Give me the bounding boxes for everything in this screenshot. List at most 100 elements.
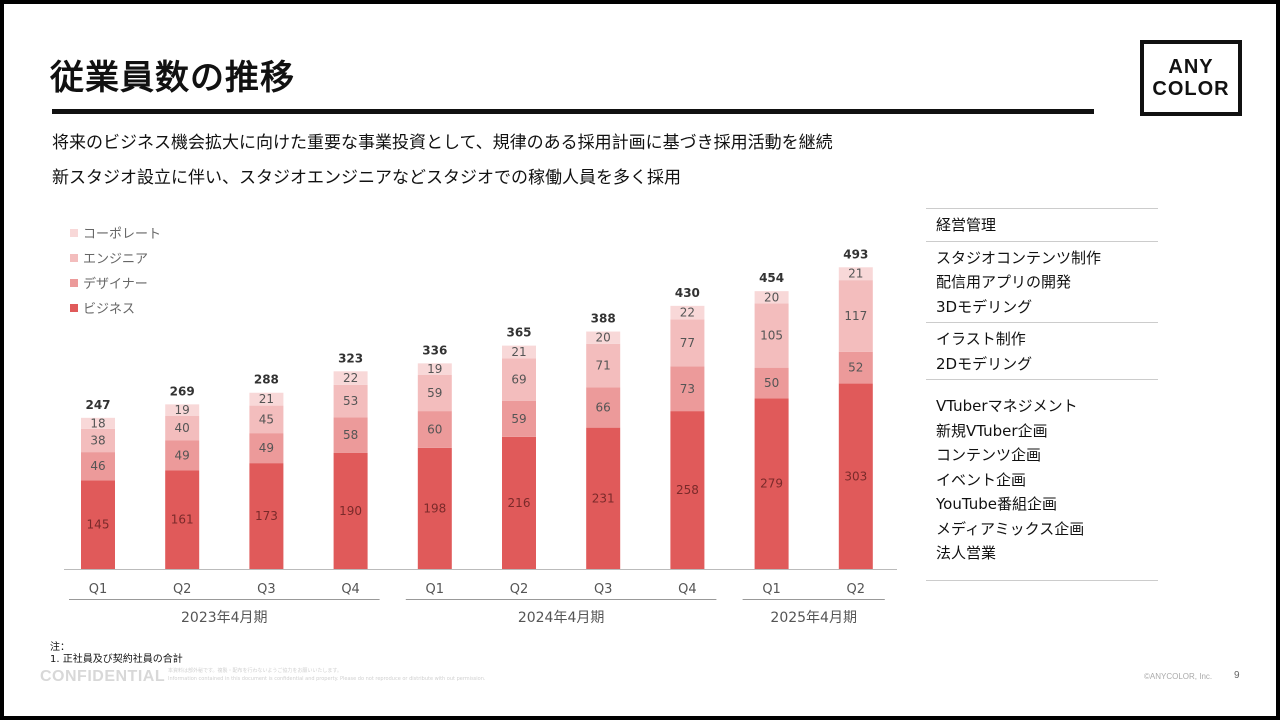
- total-label: 388: [591, 312, 616, 326]
- data-label: 105: [760, 329, 783, 343]
- data-label: 73: [680, 382, 695, 396]
- legend-label: エンジニア: [83, 252, 148, 267]
- data-label: 18: [90, 416, 105, 430]
- logo-line-2: COLOR: [1152, 78, 1230, 100]
- data-label: 49: [175, 448, 190, 462]
- job-category-item: 3Dモデリング: [936, 297, 1033, 316]
- subtitle-1: 将来のビジネス機会拡大に向けた重要な事業投資として、規律のある採用計画に基づき採…: [52, 133, 833, 153]
- data-label: 40: [175, 421, 190, 435]
- data-label: 190: [339, 504, 362, 518]
- bar-segment: [81, 480, 115, 569]
- bar-segment: [754, 367, 789, 399]
- page-title: 従業員数の推移: [50, 58, 295, 98]
- data-label: 216: [508, 496, 531, 510]
- x-tick-label: Q3: [594, 582, 613, 597]
- bar-segment: [81, 428, 115, 453]
- bar-segment: [754, 291, 789, 304]
- bar-segment: [502, 345, 536, 359]
- x-tick-label: Q1: [426, 582, 445, 597]
- data-label: 45: [259, 412, 274, 426]
- data-label: 49: [259, 441, 274, 455]
- copyright: ©ANYCOLOR, Inc.: [1144, 672, 1213, 681]
- job-category-item: コンテンツ企画: [936, 446, 1042, 464]
- job-category-group: イラスト制作 2Dモデリング: [926, 322, 1158, 379]
- job-category-item: イラスト制作: [936, 330, 1026, 348]
- data-label: 38: [90, 433, 105, 447]
- data-label: 231: [592, 491, 615, 505]
- x-tick-label: Q4: [678, 582, 697, 597]
- data-label: 161: [171, 513, 194, 527]
- data-label: 145: [87, 518, 110, 532]
- legend-label: コーポレート: [83, 227, 161, 242]
- total-label: 323: [338, 351, 363, 365]
- data-label: 258: [676, 483, 699, 497]
- total-label: 430: [675, 286, 700, 300]
- data-label: 21: [848, 267, 863, 281]
- data-label: 303: [844, 469, 867, 483]
- bar-segment: [838, 267, 873, 281]
- job-category-item: 新規VTuber企画: [936, 421, 1048, 440]
- period-label: 2024年4月期: [518, 610, 605, 626]
- anycolor-logo: ANY COLOR: [1140, 40, 1242, 116]
- bar-segment: [670, 305, 705, 320]
- data-label: 71: [596, 359, 611, 373]
- total-label: 269: [170, 384, 195, 398]
- data-label: 53: [343, 394, 358, 408]
- data-label: 66: [596, 400, 611, 414]
- total-label: 365: [506, 326, 531, 340]
- total-label: 336: [422, 343, 447, 357]
- bar-segment: [586, 387, 621, 428]
- job-category-item: 配信用アプリの開発: [936, 273, 1072, 291]
- data-label: 279: [760, 477, 783, 491]
- page-number: 9: [1234, 670, 1240, 681]
- bar-segment: [838, 383, 873, 569]
- bar-segment: [670, 411, 705, 569]
- job-category-group: 経営管理: [926, 208, 1158, 241]
- data-label: 50: [764, 376, 779, 390]
- total-label: 493: [843, 247, 868, 261]
- job-category-item: 2Dモデリング: [936, 354, 1033, 373]
- legend-label: デザイナー: [83, 276, 148, 292]
- data-label: 58: [343, 428, 358, 442]
- total-label: 288: [254, 373, 279, 387]
- bar-segment: [586, 427, 621, 569]
- job-category-item: VTuberマネジメント: [936, 397, 1078, 415]
- bar-segment: [754, 303, 789, 368]
- data-label: 69: [511, 373, 526, 387]
- x-tick-label: Q2: [173, 582, 192, 597]
- bar-segment: [249, 463, 284, 569]
- bar-segment: [838, 351, 873, 384]
- period-label: 2023年4月期: [181, 610, 268, 626]
- data-label: 77: [680, 336, 695, 350]
- legend-label: ビジネス: [83, 302, 135, 317]
- x-tick-label: Q1: [89, 582, 108, 597]
- data-label: 59: [511, 412, 526, 426]
- notes: 注： 1. 正社員及び契約社員の合計: [50, 642, 183, 666]
- data-label: 20: [596, 331, 611, 345]
- bar-segment: [333, 384, 368, 418]
- bar-segment: [165, 416, 200, 441]
- data-label: 21: [259, 392, 274, 406]
- bar-segment: [249, 405, 284, 434]
- bar-segment: [838, 280, 873, 352]
- bar-segment: [417, 363, 452, 375]
- confidential-fine-print-1: 本資料は部外秘です。複製・配布を行わないようご協力をお願いいたします。: [168, 668, 342, 674]
- bar-segment: [165, 404, 200, 416]
- total-label: 247: [85, 398, 110, 412]
- title-underline: [52, 109, 1094, 114]
- bar-segment: [670, 319, 705, 367]
- data-label: 60: [427, 422, 442, 436]
- job-category-group: スタジオコンテンツ制作 配信用アプリの開発 3Dモデリング: [926, 240, 1158, 323]
- job-category-item: メディアミックス企画: [936, 519, 1085, 538]
- job-category-item: YouTube番組企画: [936, 495, 1057, 513]
- legend-swatch: [70, 229, 78, 237]
- x-tick-label: Q1: [762, 582, 781, 597]
- bar-segment: [417, 447, 452, 569]
- bar-segment: [502, 400, 536, 437]
- data-label: 59: [427, 386, 442, 400]
- data-label: 22: [680, 306, 695, 320]
- x-tick-label: Q2: [847, 582, 866, 597]
- slide: 従業員数の推移 ANY COLOR 将来のビジネス機会拡大に向けた重要な事業投資…: [4, 4, 1276, 716]
- x-tick-label: Q3: [257, 582, 276, 597]
- bar-segment: [586, 331, 621, 344]
